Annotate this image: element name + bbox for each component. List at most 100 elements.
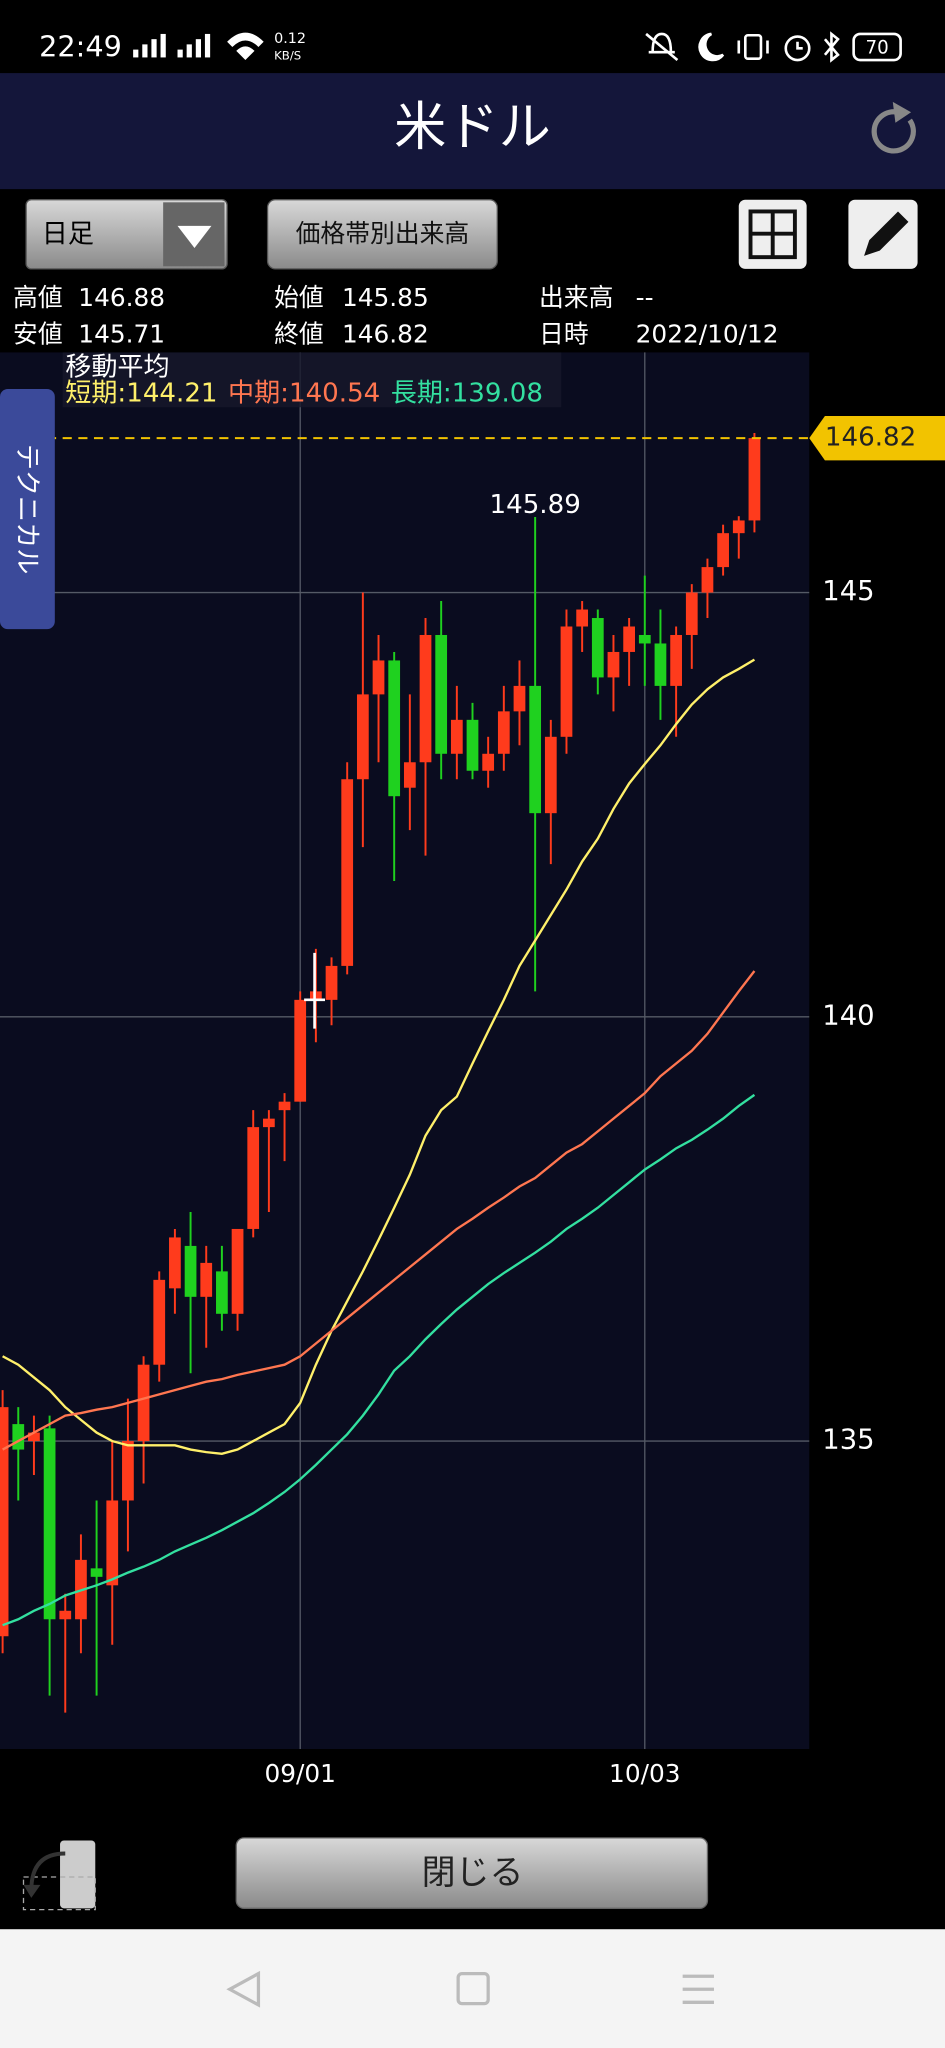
screen-title: 米ドル: [394, 98, 551, 158]
candle-body: [450, 719, 463, 754]
y-tick-label: 145: [822, 576, 874, 607]
candle-body: [623, 626, 636, 652]
candle-body: [685, 592, 698, 635]
candle-body: [607, 651, 620, 678]
moving-average-line: [2, 658, 756, 1455]
refresh-button[interactable]: [871, 109, 916, 154]
candle-body: [106, 1500, 119, 1586]
dropdown-arrow: [177, 225, 212, 249]
rotate-icon: [22, 1840, 96, 1911]
battery-level: 70: [866, 37, 889, 58]
candle-body: [482, 753, 495, 771]
candle-body: [419, 634, 432, 763]
close-button-label: 閉じる: [422, 1854, 524, 1893]
volume-button[interactable]: [266, 199, 498, 270]
candle-body: [12, 1424, 25, 1450]
close-button[interactable]: [235, 1837, 709, 1909]
candle-body: [591, 618, 604, 678]
legend-box: [62, 352, 562, 408]
candle-body: [513, 685, 526, 712]
candle-body: [670, 634, 682, 686]
candle-body: [90, 1568, 103, 1577]
signal-icons: [133, 32, 264, 61]
candle-body: [278, 1101, 291, 1111]
candle-body: [200, 1262, 213, 1297]
nav-menu[interactable]: [682, 1974, 714, 2004]
net-speed: 0.12: [274, 31, 306, 47]
candle-body: [341, 779, 354, 966]
candle-body: [184, 1245, 197, 1297]
legend: 短期:144.21 中期:140.54 長期:139.08: [65, 379, 543, 409]
candle-body: [638, 634, 651, 644]
candle-body: [153, 1279, 166, 1365]
legend-title: 移動平均: [65, 353, 169, 383]
candle-body: [0, 1407, 9, 1637]
candle-body: [263, 1118, 275, 1128]
candle-body: [388, 660, 401, 797]
info-value: 146.88: [78, 283, 165, 312]
nav-home[interactable]: [456, 1971, 490, 2006]
info-value: --: [636, 283, 654, 312]
price-info: 高値 146.88 始値 145.85 出来高 -- 安値 145.71 終値 146.82 日時 2…: [13, 283, 779, 349]
crosshair: [304, 952, 326, 1029]
high-annotation: 145.89: [489, 490, 580, 520]
info-value: 146.82: [342, 319, 429, 348]
plot-area: [0, 352, 810, 1750]
candle-body: [701, 567, 714, 593]
moving-average-line: [2, 1093, 756, 1627]
y-tick-label: 140: [822, 1000, 874, 1031]
candle-body: [309, 991, 322, 1000]
candle-body: [356, 694, 369, 780]
candle-body: [576, 609, 589, 627]
candle-body: [435, 634, 448, 754]
candle-body: [372, 660, 385, 695]
last-price-label: 146.82: [825, 423, 916, 453]
candle-body: [732, 520, 745, 534]
nav-back[interactable]: [226, 1970, 261, 2008]
candle-body: [28, 1432, 40, 1442]
candle-body: [325, 965, 338, 1000]
info-label: 高値: [13, 283, 63, 312]
technical-tab[interactable]: [0, 388, 55, 630]
refresh-arrow: [892, 101, 912, 123]
info-value: 2022/10/12: [636, 319, 779, 348]
x-tick-label: 10/03: [609, 1759, 680, 1788]
info-label: 出来高: [539, 283, 613, 312]
info-value: 145.85: [342, 283, 429, 312]
y-tick-label: 135: [822, 1425, 874, 1456]
legend-entry: 長期:139.08: [391, 379, 543, 409]
header-bar: [0, 73, 945, 190]
period-label: 日足: [42, 219, 94, 249]
legend-entry: 中期:140.54: [228, 379, 380, 409]
last-price-tag: [809, 415, 945, 461]
technical-tab-label: テクニカル: [12, 444, 42, 574]
nav-bar: [0, 1929, 945, 2048]
info-label: 始値: [274, 283, 324, 312]
candle-body: [43, 1428, 56, 1620]
candle-body: [529, 685, 542, 814]
moving-average-line: [2, 970, 756, 1451]
system-icons: [645, 31, 902, 63]
status-bar: [0, 0, 945, 74]
x-tick-label: 09/01: [264, 1759, 335, 1788]
plot: 145.89: [0, 352, 810, 1750]
nav-buttons: [226, 1970, 714, 2008]
candle-body: [169, 1237, 181, 1289]
layout-icon: [748, 209, 797, 260]
candle-body: [294, 999, 307, 1102]
info-label: 安値: [13, 319, 63, 348]
candle-body: [560, 626, 573, 737]
candle-body: [59, 1610, 72, 1620]
info-value: 145.71: [78, 319, 165, 348]
info-label: 終値: [274, 319, 324, 348]
candle-body: [122, 1441, 134, 1501]
candle-body: [231, 1228, 244, 1314]
candle-body: [654, 643, 667, 686]
legend-entry: 短期:144.21: [65, 379, 217, 409]
candle-body: [717, 533, 729, 568]
candle-body: [216, 1271, 228, 1314]
net-unit: KB/S: [274, 49, 301, 63]
candle-body: [497, 711, 510, 754]
